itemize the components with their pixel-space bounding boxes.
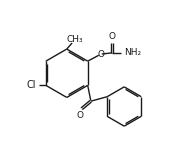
Text: O: O bbox=[76, 111, 83, 120]
Text: CH₃: CH₃ bbox=[67, 36, 83, 45]
Text: Cl: Cl bbox=[27, 80, 36, 90]
Text: NH₂: NH₂ bbox=[124, 48, 141, 57]
Text: O: O bbox=[97, 50, 104, 59]
Text: O: O bbox=[108, 32, 115, 41]
